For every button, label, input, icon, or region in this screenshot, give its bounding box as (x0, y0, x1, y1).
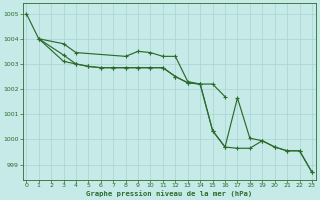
X-axis label: Graphe pression niveau de la mer (hPa): Graphe pression niveau de la mer (hPa) (86, 190, 252, 197)
